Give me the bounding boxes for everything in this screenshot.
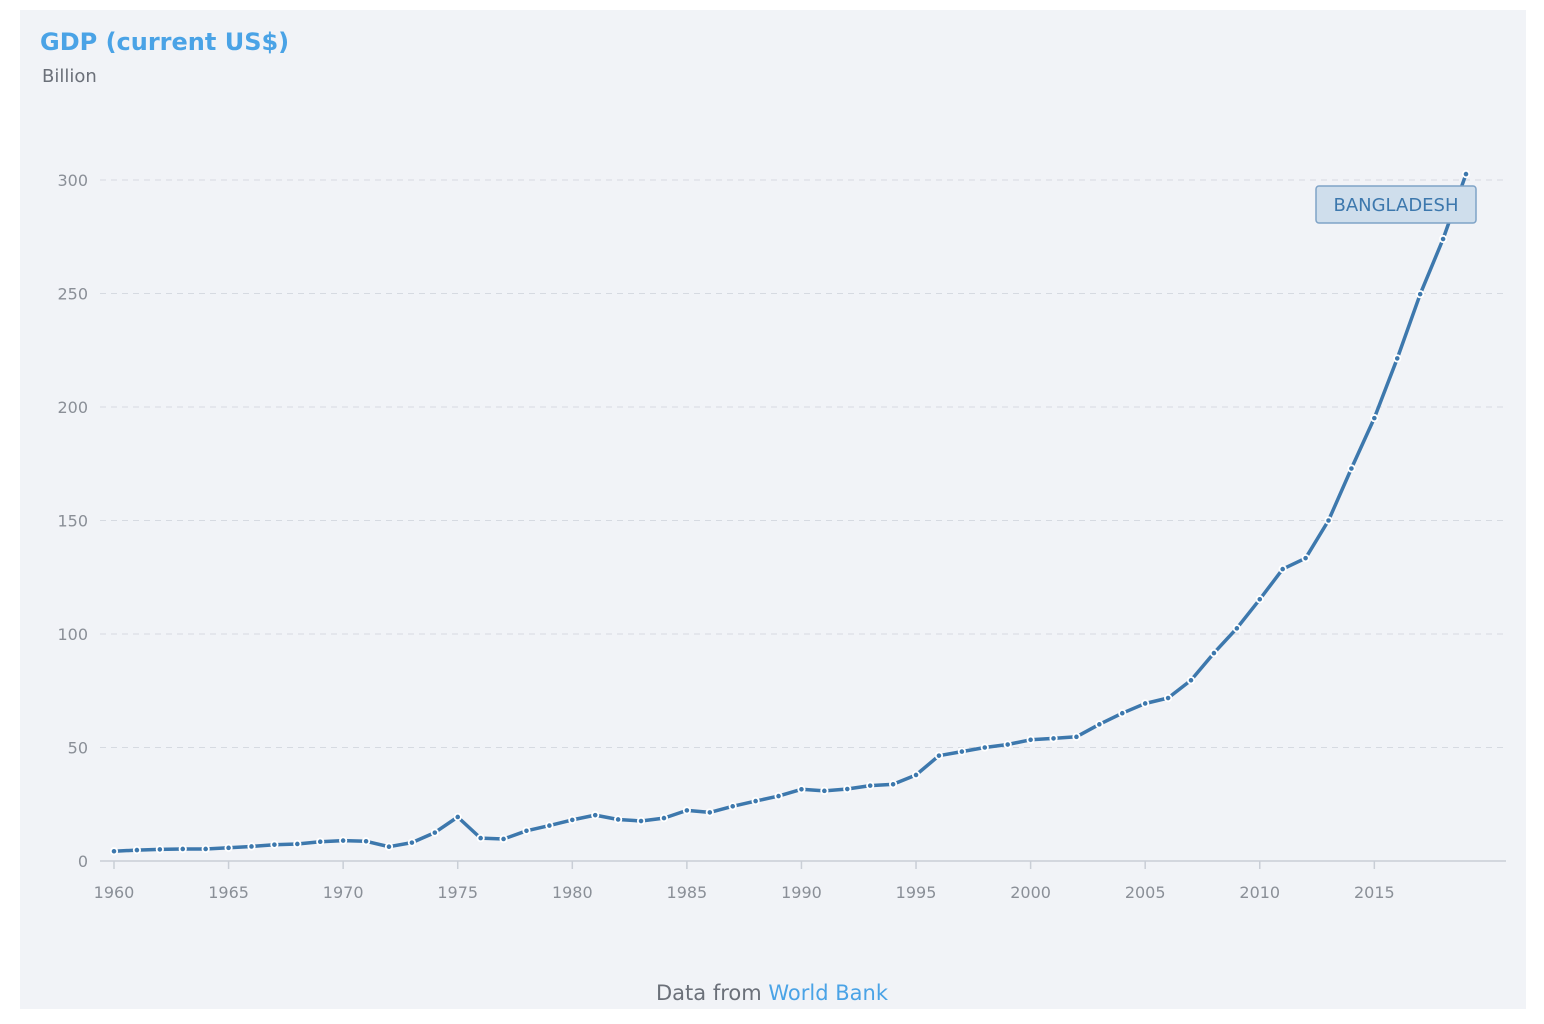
data-point xyxy=(1393,354,1402,363)
data-point xyxy=(545,821,554,830)
data-point xyxy=(1278,564,1287,574)
data-point xyxy=(866,781,875,790)
data-point xyxy=(476,833,485,843)
data-point xyxy=(247,842,256,851)
data-point xyxy=(109,847,119,856)
data-point xyxy=(1186,676,1196,685)
data-point xyxy=(339,836,348,845)
data-point xyxy=(1209,648,1219,658)
data-point xyxy=(591,811,600,820)
data-point xyxy=(316,837,325,846)
data-point xyxy=(843,784,852,794)
data-point xyxy=(1232,624,1241,633)
y-tick-label: 50 xyxy=(68,739,88,758)
source-link[interactable]: World Bank xyxy=(768,981,888,1005)
y-tick-label: 100 xyxy=(57,625,88,644)
data-point xyxy=(705,808,714,817)
y-tick-label: 0 xyxy=(78,852,88,871)
data-point xyxy=(774,791,783,801)
source-prefix: Data from xyxy=(656,981,762,1005)
data-point xyxy=(568,815,577,825)
data-point xyxy=(1324,516,1333,525)
data-point xyxy=(934,751,944,760)
data-point xyxy=(453,812,462,822)
data-point xyxy=(820,786,829,795)
series-label-box xyxy=(1315,185,1477,224)
data-point xyxy=(1347,464,1356,473)
x-tick-label: 1965 xyxy=(208,883,249,902)
data-point xyxy=(1141,699,1150,708)
y-tick-label: 200 xyxy=(57,398,88,417)
data-point xyxy=(1255,595,1264,604)
data-point xyxy=(682,806,691,815)
data-point xyxy=(1461,169,1471,179)
data-point xyxy=(1164,693,1173,703)
x-tick-label: 2010 xyxy=(1239,883,1280,902)
data-point xyxy=(614,815,623,824)
data-point xyxy=(1049,734,1058,743)
data-point xyxy=(659,813,669,823)
data-point xyxy=(980,743,989,752)
x-tick-label: 2015 xyxy=(1354,883,1395,902)
data-point xyxy=(1095,720,1104,729)
data-point xyxy=(407,838,416,847)
chart-title: GDP (current US$) xyxy=(40,28,290,56)
data-point xyxy=(155,845,164,854)
y-tick-label: 300 xyxy=(57,171,88,190)
data-point xyxy=(430,828,439,837)
data-point xyxy=(1370,414,1379,423)
data-point xyxy=(889,780,898,789)
data-point xyxy=(728,802,737,811)
data-point xyxy=(293,839,302,849)
data-point xyxy=(499,834,508,844)
data-point xyxy=(1003,740,1012,749)
data-point xyxy=(1438,234,1448,244)
data-point xyxy=(1416,290,1425,299)
data-point xyxy=(797,785,806,794)
y-tick-label: 150 xyxy=(57,512,88,531)
data-point xyxy=(636,816,646,826)
data-point xyxy=(178,844,187,854)
x-tick-label: 1985 xyxy=(667,883,708,902)
data-point xyxy=(270,840,279,849)
x-tick-label: 1995 xyxy=(896,883,937,902)
data-point xyxy=(384,842,394,851)
data-point xyxy=(361,837,371,846)
data-point xyxy=(1301,554,1310,563)
data-point xyxy=(751,796,760,806)
x-tick-label: 1980 xyxy=(552,883,593,902)
y-tick-label: 250 xyxy=(57,285,88,304)
data-point xyxy=(1072,732,1081,741)
x-tick-label: 2000 xyxy=(1010,883,1051,902)
x-tick-label: 1970 xyxy=(323,883,364,902)
series-label: BANGLADESH xyxy=(1333,195,1458,216)
data-point xyxy=(1118,709,1127,718)
series-line xyxy=(112,172,1468,853)
chart-unit: Billion xyxy=(42,66,97,87)
x-tick-label: 2005 xyxy=(1125,883,1166,902)
x-tick-label: 1975 xyxy=(437,883,478,902)
x-tick-label: 1990 xyxy=(781,883,822,902)
data-point xyxy=(911,770,921,780)
data-point xyxy=(224,843,233,852)
data-point xyxy=(132,846,142,855)
data-point xyxy=(1026,735,1035,744)
data-point xyxy=(957,747,966,756)
source-credit: Data from World Bank xyxy=(0,981,1544,1005)
data-point xyxy=(201,844,210,854)
x-tick-label: 1960 xyxy=(94,883,135,902)
data-point xyxy=(522,826,531,835)
